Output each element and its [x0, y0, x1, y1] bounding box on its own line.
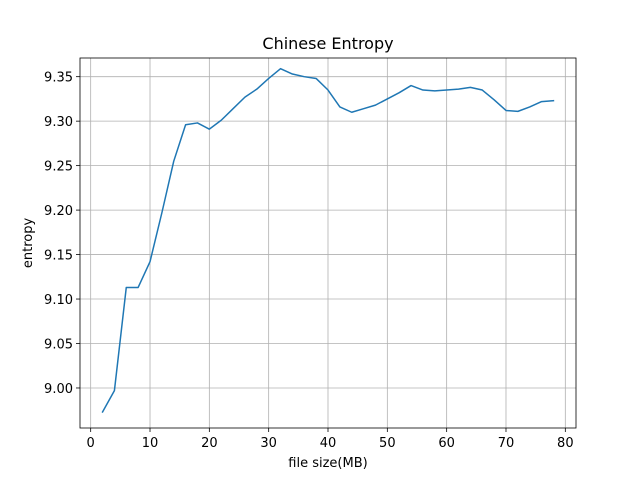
x-tick-label: 20 [201, 436, 218, 451]
x-tick-label: 40 [320, 436, 337, 451]
x-tick-label: 60 [438, 436, 455, 451]
y-tick-label: 9.35 [44, 71, 73, 86]
y-tick-label: 9.25 [44, 160, 73, 175]
x-tick: 10 [142, 428, 159, 451]
x-tick: 50 [379, 428, 396, 451]
x-tick-label: 50 [379, 436, 396, 451]
y-tick-label: 9.30 [44, 115, 73, 130]
x-tick: 20 [201, 428, 218, 451]
y-axis-label: entropy [21, 218, 36, 269]
x-tick: 70 [498, 428, 515, 451]
x-tick: 80 [557, 428, 574, 451]
y-tick: 9.25 [44, 160, 80, 175]
y-tick-label: 9.15 [44, 249, 73, 264]
y-tick: 9.30 [44, 115, 80, 130]
x-tick: 40 [320, 428, 337, 451]
y-tick: 9.35 [44, 71, 80, 86]
chart-title: Chinese Entropy [262, 34, 393, 53]
x-tick: 0 [87, 428, 95, 451]
x-tick-label: 10 [142, 436, 159, 451]
axes-frame [79, 57, 577, 429]
grid [80, 58, 576, 428]
entropy-series-line [101, 67, 555, 414]
y-tick: 9.05 [44, 338, 80, 353]
x-axis-ticks: 0 10 20 30 40 50 60 70 80 [87, 428, 574, 451]
x-tick-label: 30 [260, 436, 277, 451]
y-tick: 9.10 [44, 293, 80, 308]
x-tick: 60 [438, 428, 455, 451]
y-axis-ticks: 9.00 9.05 9.10 9.15 9.20 9.25 9.30 9.35 [44, 71, 80, 397]
y-tick-label: 9.05 [44, 338, 73, 353]
x-tick-label: 80 [557, 436, 574, 451]
y-tick: 9.00 [44, 382, 80, 397]
y-tick: 9.20 [44, 204, 80, 219]
x-tick: 30 [260, 428, 277, 451]
y-tick-label: 9.10 [44, 293, 73, 308]
plot-area [101, 67, 555, 414]
x-tick-label: 70 [498, 436, 515, 451]
y-tick-label: 9.20 [44, 204, 73, 219]
y-tick-label: 9.00 [44, 382, 73, 397]
y-tick: 9.15 [44, 249, 80, 264]
x-tick-label: 0 [87, 436, 95, 451]
x-axis-label: file size(MB) [288, 456, 367, 471]
